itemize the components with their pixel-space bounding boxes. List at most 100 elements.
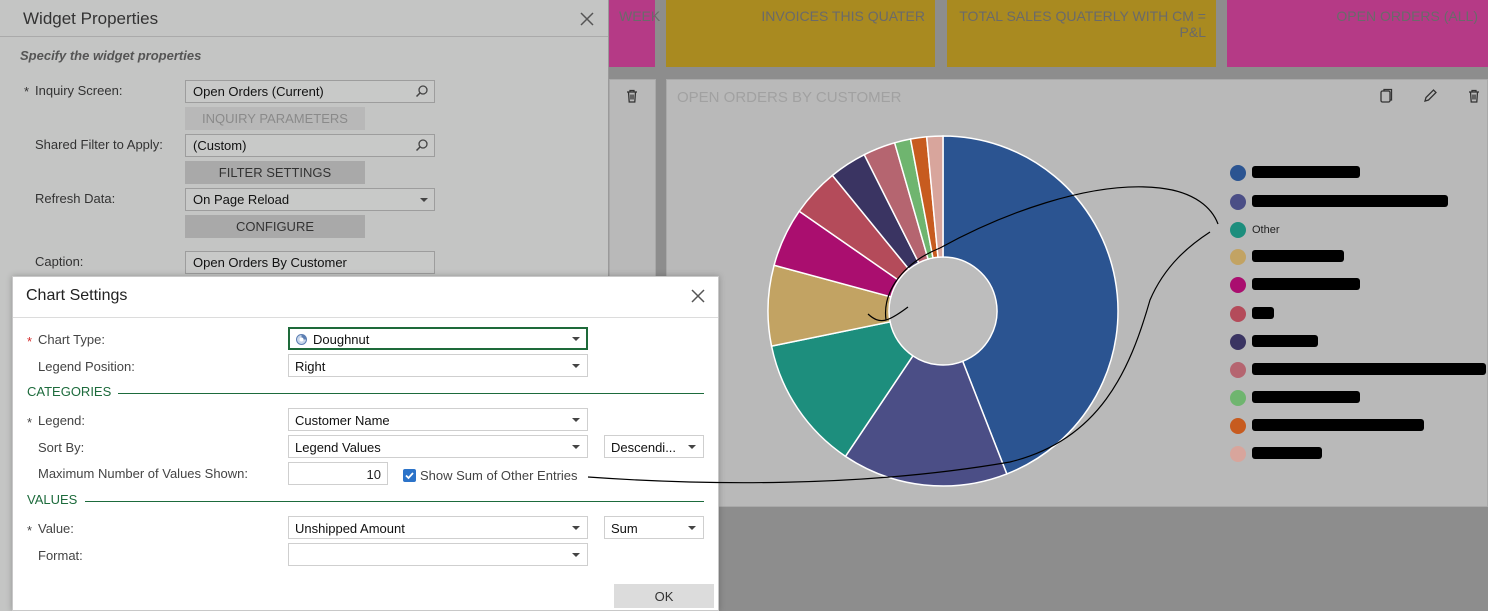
panel-title: OPEN ORDERS BY CUSTOMER xyxy=(677,89,902,106)
aggregate-value: Sum xyxy=(611,521,638,536)
chart-type-select[interactable]: Doughnut xyxy=(288,327,588,350)
shared-filter-field[interactable]: (Custom) xyxy=(185,134,435,157)
redacted-label xyxy=(1252,391,1360,403)
tile-total-sales-label: TOTAL SALES QUATERLY WITH CM = P&L xyxy=(959,8,1206,40)
legend-select[interactable]: Customer Name xyxy=(288,408,588,431)
copy-icon[interactable] xyxy=(1378,88,1394,104)
legend-swatch xyxy=(1230,277,1246,293)
delete-icon[interactable] xyxy=(624,88,640,104)
legend-value: Customer Name xyxy=(295,413,390,428)
doughnut-chart-icon xyxy=(296,334,307,345)
values-section-title: VALUES xyxy=(27,492,78,507)
dialog-subtitle: Specify the widget properties xyxy=(20,48,202,63)
inquiry-screen-value: Open Orders (Current) xyxy=(193,84,324,99)
legend-swatch xyxy=(1230,446,1246,462)
legend-position-value: Right xyxy=(295,359,326,374)
redacted-label xyxy=(1252,166,1360,178)
show-sum-checkbox[interactable] xyxy=(403,469,416,482)
categories-section-title: CATEGORIES xyxy=(27,384,112,399)
edit-icon[interactable] xyxy=(1422,88,1438,104)
legend-position-label: Legend Position: xyxy=(38,359,135,374)
sort-order-value: Descendi... xyxy=(611,440,677,455)
configure-button[interactable]: CONFIGURE xyxy=(185,215,365,238)
dialog-header: Widget Properties xyxy=(0,0,608,37)
redacted-label xyxy=(1252,195,1448,207)
legend-swatch xyxy=(1230,222,1246,238)
value-select[interactable]: Unshipped Amount xyxy=(288,516,588,539)
tile-open-orders-label: OPEN ORDERS (ALL) xyxy=(1336,8,1478,24)
redacted-label xyxy=(1252,419,1424,431)
caption-field[interactable]: Open Orders By Customer xyxy=(185,251,435,274)
redacted-label xyxy=(1252,335,1318,347)
chart-settings-dialog: Chart Settings * Chart Type: Doughnut Le… xyxy=(12,276,719,611)
refresh-data-value: On Page Reload xyxy=(193,192,290,207)
chevron-down-icon xyxy=(572,445,580,449)
aggregate-select[interactable]: Sum xyxy=(604,516,704,539)
sort-by-select[interactable]: Legend Values xyxy=(288,435,588,458)
tile-open-orders-all[interactable]: OPEN ORDERS (ALL) xyxy=(1227,0,1488,67)
delete-icon[interactable] xyxy=(1466,88,1482,104)
show-sum-label[interactable]: Show Sum of Other Entries xyxy=(420,468,578,483)
ok-button[interactable]: OK xyxy=(614,584,714,608)
chevron-down-icon xyxy=(572,364,580,368)
legend-swatch xyxy=(1230,390,1246,406)
tile-invoices-this-quater[interactable]: INVOICES THIS QUATER xyxy=(666,0,935,67)
chevron-down-icon xyxy=(572,418,580,422)
chart-type-label: Chart Type: xyxy=(38,332,105,347)
tile-total-sales-quaterly[interactable]: TOTAL SALES QUATERLY WITH CM = P&L xyxy=(947,0,1216,67)
redacted-label xyxy=(1252,447,1322,459)
tile-invoices-label: INVOICES THIS QUATER xyxy=(761,8,925,24)
doughnut-hole xyxy=(890,258,996,364)
search-icon[interactable] xyxy=(415,84,429,98)
search-icon[interactable] xyxy=(415,138,429,152)
caption-label: Caption: xyxy=(35,254,84,269)
inquiry-parameters-button[interactable]: INQUIRY PARAMETERS xyxy=(185,107,365,130)
legend-swatch xyxy=(1230,165,1246,181)
legend-position-select[interactable]: Right xyxy=(288,354,588,377)
legend-swatch xyxy=(1230,249,1246,265)
filter-settings-button[interactable]: FILTER SETTINGS xyxy=(185,161,365,184)
required-mark: * xyxy=(24,84,30,99)
legend-swatch xyxy=(1230,362,1246,378)
max-values-label: Maximum Number of Values Shown: xyxy=(38,466,249,481)
legend-label: Legend: xyxy=(38,413,85,428)
max-values-input[interactable]: 10 xyxy=(288,462,388,485)
chevron-down-icon xyxy=(572,526,580,530)
tile-week-label: WEEK xyxy=(619,8,661,24)
legend-swatch xyxy=(1230,306,1246,322)
tile-week[interactable]: WEEK xyxy=(609,0,660,67)
shared-filter-value: (Custom) xyxy=(193,138,247,153)
refresh-data-select[interactable]: On Page Reload xyxy=(185,188,435,211)
sort-order-select[interactable]: Descendi... xyxy=(604,435,704,458)
chart-type-value: Doughnut xyxy=(313,332,370,347)
redacted-label xyxy=(1252,307,1274,319)
value-label: Value: xyxy=(38,521,74,536)
format-select[interactable] xyxy=(288,543,588,566)
refresh-data-label: Refresh Data: xyxy=(35,191,116,206)
inquiry-screen-field[interactable]: Open Orders (Current) xyxy=(185,80,435,103)
required-mark: * xyxy=(27,334,33,349)
required-mark: * xyxy=(27,415,33,430)
chevron-down-icon xyxy=(572,553,580,557)
chevron-down-icon xyxy=(688,445,696,449)
redacted-label xyxy=(1252,363,1486,375)
chevron-down-icon xyxy=(688,526,696,530)
redacted-label xyxy=(1252,278,1360,290)
legend-label-other: Other xyxy=(1252,224,1280,236)
chevron-down-icon xyxy=(572,337,580,341)
values-section-divider xyxy=(85,501,704,502)
sort-by-value: Legend Values xyxy=(295,440,381,455)
chevron-down-icon xyxy=(420,198,428,202)
legend-swatch xyxy=(1230,334,1246,350)
legend-swatch xyxy=(1230,418,1246,434)
dialog-title: Chart Settings xyxy=(26,287,128,304)
inquiry-screen-label: Inquiry Screen: xyxy=(35,83,123,98)
value-value: Unshipped Amount xyxy=(295,521,405,536)
dialog-title: Widget Properties xyxy=(23,9,159,28)
sort-by-label: Sort By: xyxy=(38,440,85,455)
close-icon[interactable] xyxy=(578,10,596,28)
categories-section-divider xyxy=(118,393,704,394)
close-icon[interactable] xyxy=(689,287,707,305)
shared-filter-label: Shared Filter to Apply: xyxy=(35,137,163,152)
required-mark: * xyxy=(27,523,33,538)
